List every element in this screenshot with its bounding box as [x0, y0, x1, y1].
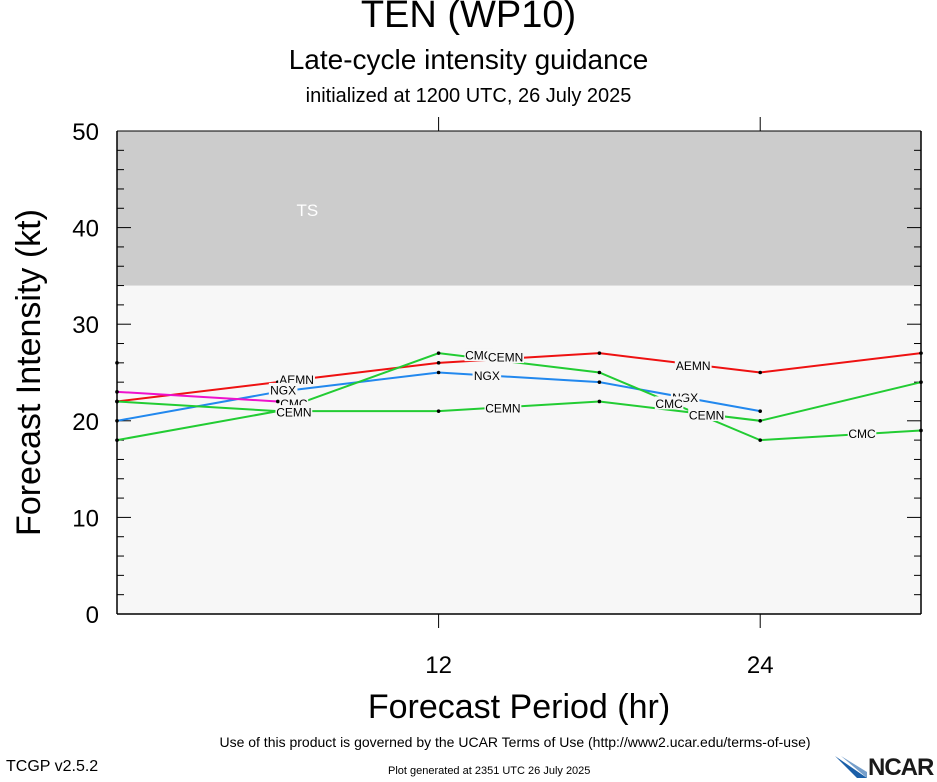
chart-title: TEN (WP10) [360, 0, 577, 36]
series-label-bg [268, 382, 298, 396]
x-tick-label: 12 [425, 652, 452, 679]
series-label: AEMN [676, 359, 711, 373]
data-point [758, 370, 762, 375]
series-label: CEMN [485, 402, 520, 416]
data-point [436, 351, 441, 355]
series-label: NGX [474, 369, 500, 383]
ncar-logo-text: NCAR [868, 754, 934, 781]
y-tick-label: 0 [86, 602, 99, 629]
data-point [758, 409, 762, 413]
series-label-bg [278, 372, 315, 386]
y-tick-label: 10 [72, 505, 99, 532]
series-label-bg [275, 405, 313, 419]
x-axis-label: Forecast Period (hr) [368, 688, 670, 726]
intensity-band [117, 131, 921, 286]
data-point [597, 370, 602, 375]
series-label: CMC [655, 397, 683, 411]
data-point [436, 361, 441, 365]
data-point [597, 380, 602, 384]
data-point [436, 370, 441, 375]
y-tick-label: 30 [72, 312, 99, 339]
series-label: CEMN [276, 406, 311, 420]
chart-subtitle: Late-cycle intensity guidance [288, 44, 649, 75]
data-point [597, 351, 602, 355]
x-tick-label: 24 [747, 652, 774, 679]
generated-timestamp: Plot generated at 2351 UTC 26 July 2025 [388, 765, 591, 777]
terms-of-use-text: Use of this product is governed by the U… [219, 734, 811, 750]
series-label-bg [654, 396, 684, 410]
series-label-bg [472, 368, 502, 382]
series-label-bg [484, 401, 522, 415]
data-point [758, 438, 762, 442]
ncar-logo-icon [835, 756, 867, 778]
y-tick-label: 40 [72, 216, 99, 243]
series-label: CEMN [689, 409, 724, 423]
y-tick-label: 50 [72, 119, 99, 146]
series-label-bg [464, 348, 494, 362]
data-point [597, 399, 602, 404]
series-label: CMC [465, 349, 493, 363]
chart-init-line: initialized at 1200 UTC, 26 July 2025 [305, 85, 632, 107]
series-label-bg [674, 358, 712, 372]
data-point [276, 399, 280, 404]
version-label: TCGP v2.5.2 [6, 758, 99, 775]
data-point [758, 419, 762, 423]
series-label: CEMN [488, 351, 523, 365]
series-label: CMC [848, 427, 876, 441]
y-tick-label: 20 [72, 409, 99, 436]
band-label: TS [297, 201, 319, 220]
series-line [116, 390, 278, 403]
series-label-bg [487, 350, 524, 364]
series-label-bg [688, 408, 725, 422]
series-label-bg [847, 426, 877, 440]
y-axis-label: Forecast Intensity (kt) [10, 209, 48, 536]
series-label: NGX [270, 383, 296, 397]
data-point [436, 409, 441, 413]
